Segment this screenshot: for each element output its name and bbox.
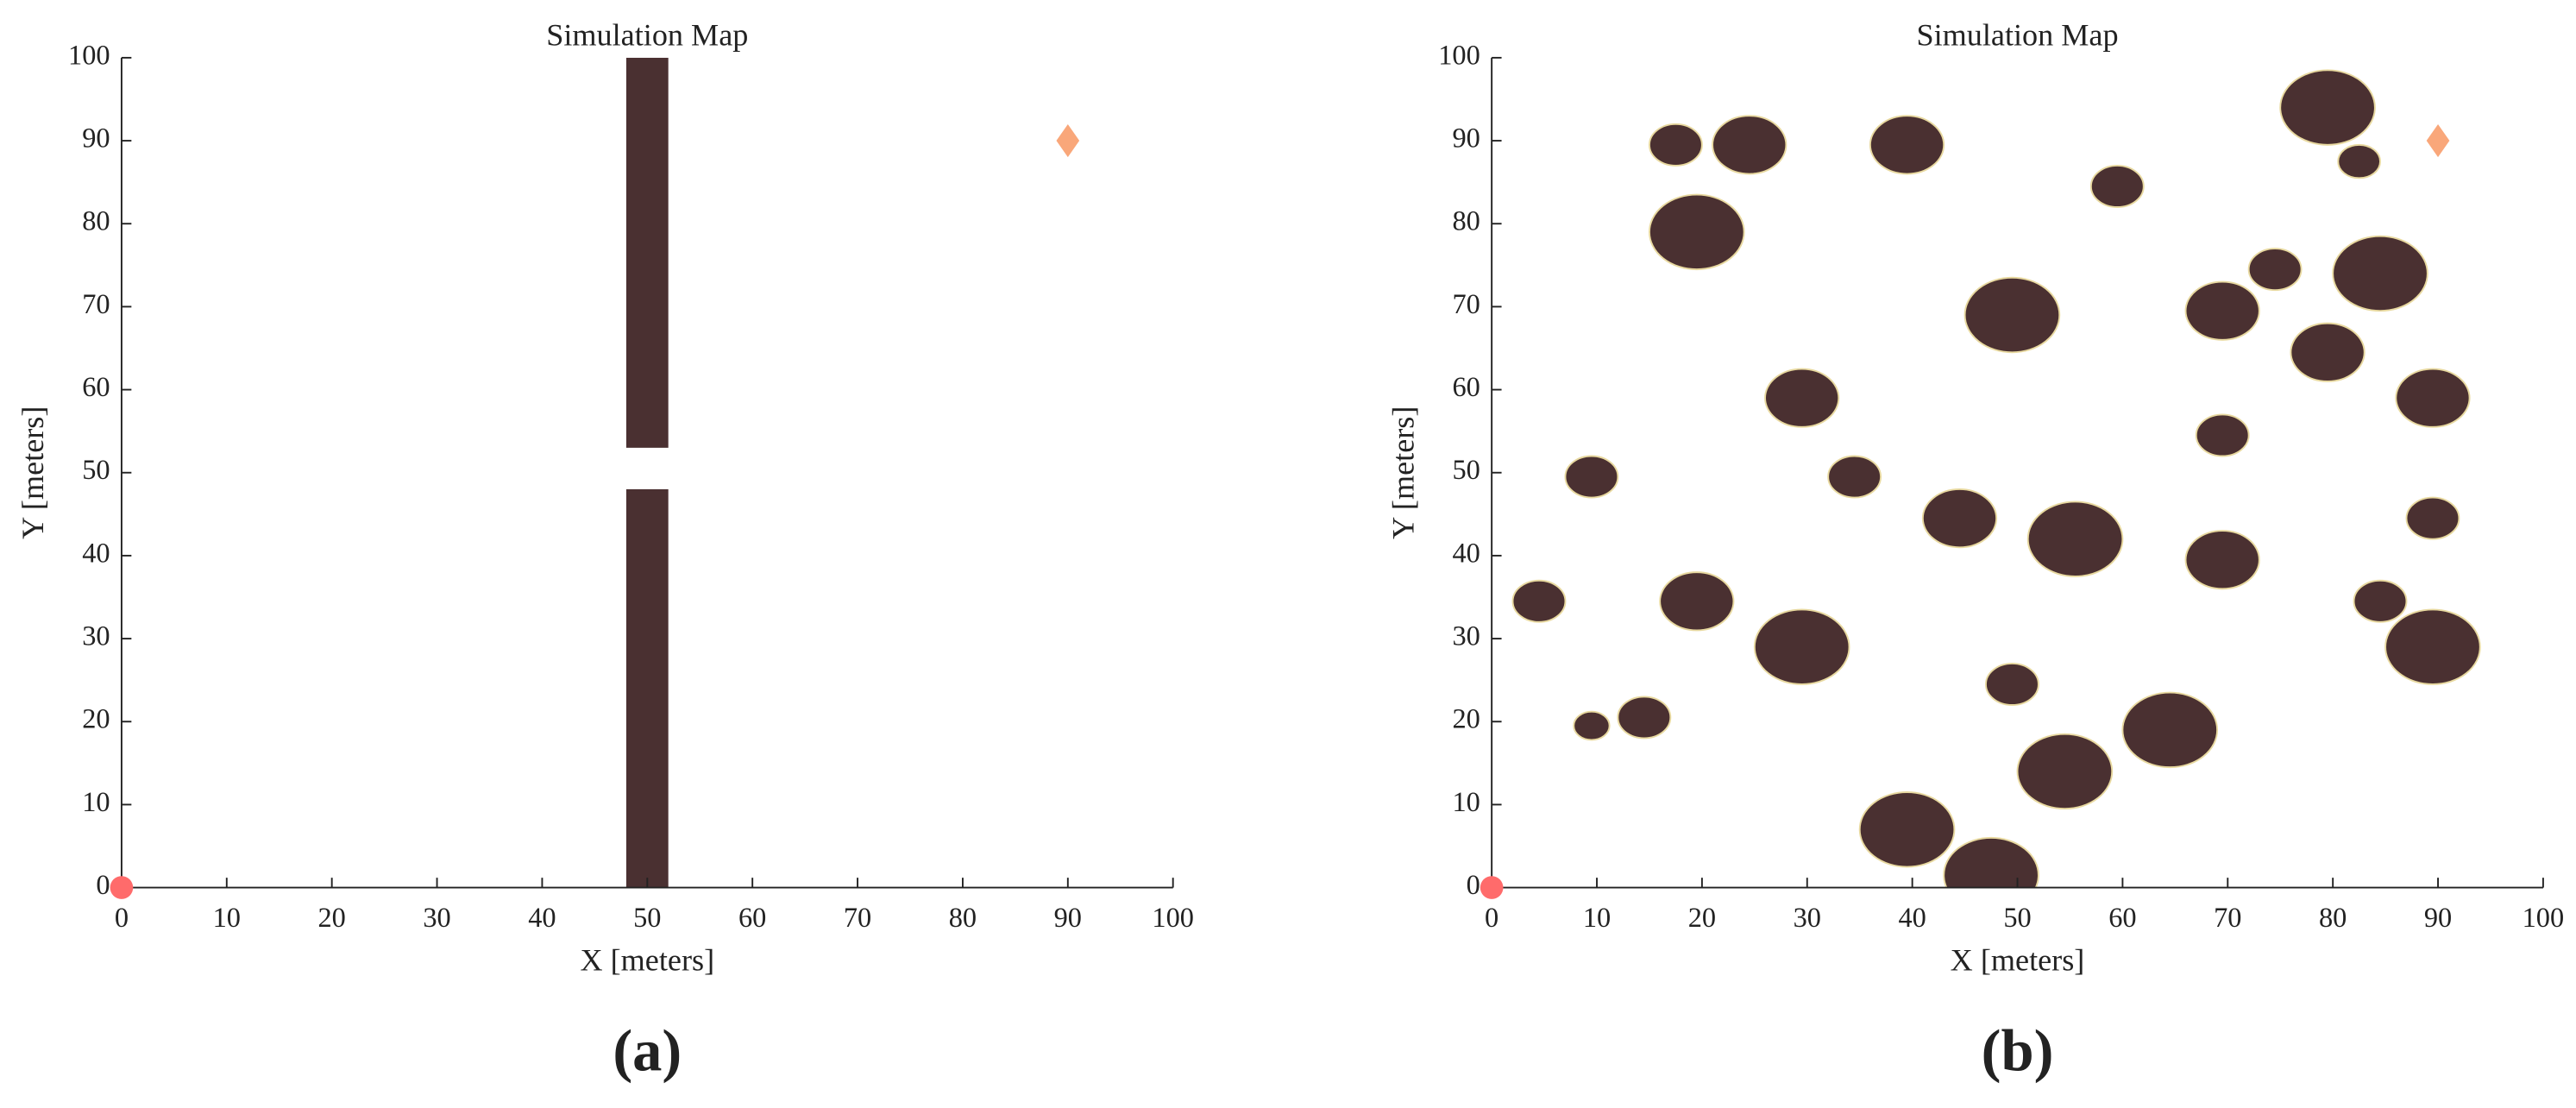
x-tick-label: 10 <box>213 903 241 934</box>
obstacle <box>2121 691 2219 769</box>
x-tick-label: 40 <box>1898 903 1926 934</box>
obstacle <box>1985 662 2039 706</box>
obstacle <box>1649 193 1745 271</box>
x-tick-label: 50 <box>2003 903 2031 934</box>
x-axis-label: X [meters] <box>580 942 714 977</box>
y-tick-label: 80 <box>1452 206 1480 237</box>
obstacle <box>2332 235 2428 312</box>
obstacle <box>2384 608 2481 685</box>
y-tick-label: 0 <box>96 870 110 901</box>
x-tick-label: 70 <box>844 903 871 934</box>
x-tick-label: 50 <box>633 903 661 934</box>
x-tick-label: 0 <box>1485 903 1498 934</box>
y-axis-label: Y [meters] <box>16 406 50 539</box>
start-point <box>110 876 134 899</box>
x-tick-label: 80 <box>2319 903 2347 934</box>
obstacle <box>1764 368 1840 428</box>
obstacle <box>2247 248 2303 292</box>
obstacle <box>1753 608 1850 685</box>
x-tick-label: 100 <box>1152 903 1194 934</box>
x-tick-label: 60 <box>738 903 766 934</box>
y-tick-label: 100 <box>1438 40 1480 71</box>
obstacle <box>1963 276 2061 354</box>
y-tick-label: 0 <box>1467 870 1480 901</box>
y-tick-label: 50 <box>1452 455 1480 486</box>
obstacles <box>625 57 669 888</box>
obstacle <box>2016 733 2114 810</box>
obstacle <box>1659 571 1735 632</box>
wall <box>625 57 669 448</box>
x-tick-label: 10 <box>1583 903 1611 934</box>
goal-point <box>1056 124 1080 158</box>
goal-point <box>2426 124 2450 158</box>
y-tick-label: 40 <box>82 538 110 569</box>
y-tick-label: 90 <box>82 123 110 154</box>
obstacle <box>2395 368 2471 428</box>
y-tick-label: 40 <box>1452 538 1480 569</box>
obstacle <box>2353 579 2408 623</box>
y-tick-label: 30 <box>1452 620 1480 652</box>
obstacle <box>1921 488 1998 549</box>
x-tick-label: 90 <box>2424 903 2452 934</box>
obstacle <box>1858 791 1956 868</box>
obstacles <box>1511 69 2481 888</box>
obstacle <box>2184 280 2260 341</box>
y-tick-label: 70 <box>1452 289 1480 320</box>
obstacle <box>1869 115 1945 175</box>
obstacle <box>1573 710 1611 741</box>
y-tick-label: 10 <box>82 787 110 818</box>
y-tick-label: 90 <box>1452 123 1480 154</box>
panel: Simulation Map X [meters] Y [meters] (a) 0 10… <box>16 17 1194 1083</box>
obstacle <box>2089 164 2145 208</box>
y-tick-label: 60 <box>1452 372 1480 403</box>
x-tick-label: 80 <box>949 903 977 934</box>
y-tick-label: 20 <box>82 704 110 735</box>
obstacle <box>2405 496 2460 540</box>
x-tick-label: 100 <box>2523 903 2565 934</box>
panel-label: (b) <box>1982 1017 2054 1083</box>
x-tick-label: 40 <box>528 903 556 934</box>
y-tick-label: 100 <box>68 40 110 71</box>
obstacle <box>1564 455 1619 499</box>
y-tick-label: 10 <box>1452 787 1480 818</box>
obstacle <box>2279 69 2376 146</box>
obstacle <box>2026 500 2124 577</box>
x-tick-label: 20 <box>317 903 345 934</box>
obstacle <box>1649 123 1703 167</box>
obstacle <box>1943 836 2039 888</box>
x-tick-label: 30 <box>423 903 450 934</box>
y-tick-label: 60 <box>82 372 110 403</box>
y-tick-label: 30 <box>82 620 110 652</box>
wall <box>625 488 669 888</box>
y-tick-label: 50 <box>82 455 110 486</box>
obstacle <box>2337 143 2381 179</box>
obstacle <box>2195 413 2250 457</box>
y-axis-label: Y [meters] <box>1385 406 1420 539</box>
panel-label: (a) <box>613 1017 682 1083</box>
obstacle <box>1827 455 1882 499</box>
panel: Simulation Map X [meters] Y [meters] (b) 0 10… <box>1385 17 2564 1083</box>
obstacle <box>1617 696 1672 740</box>
x-tick-label: 0 <box>115 903 129 934</box>
x-axis-label: X [meters] <box>1951 942 2085 977</box>
y-tick-label: 70 <box>82 289 110 320</box>
x-tick-label: 30 <box>1794 903 1821 934</box>
x-tick-label: 90 <box>1054 903 1082 934</box>
x-tick-label: 70 <box>2214 903 2241 934</box>
start-point <box>1480 876 1504 899</box>
obstacle <box>2290 322 2366 382</box>
obstacle <box>1712 115 1787 175</box>
x-tick-label: 20 <box>1688 903 1716 934</box>
x-tick-label: 60 <box>2108 903 2136 934</box>
y-tick-label: 20 <box>1452 704 1480 735</box>
chart-title: Simulation Map <box>1916 17 2118 52</box>
obstacle <box>2184 530 2260 590</box>
y-tick-label: 80 <box>82 206 110 237</box>
chart-title: Simulation Map <box>546 17 748 52</box>
obstacle <box>1511 579 1567 623</box>
